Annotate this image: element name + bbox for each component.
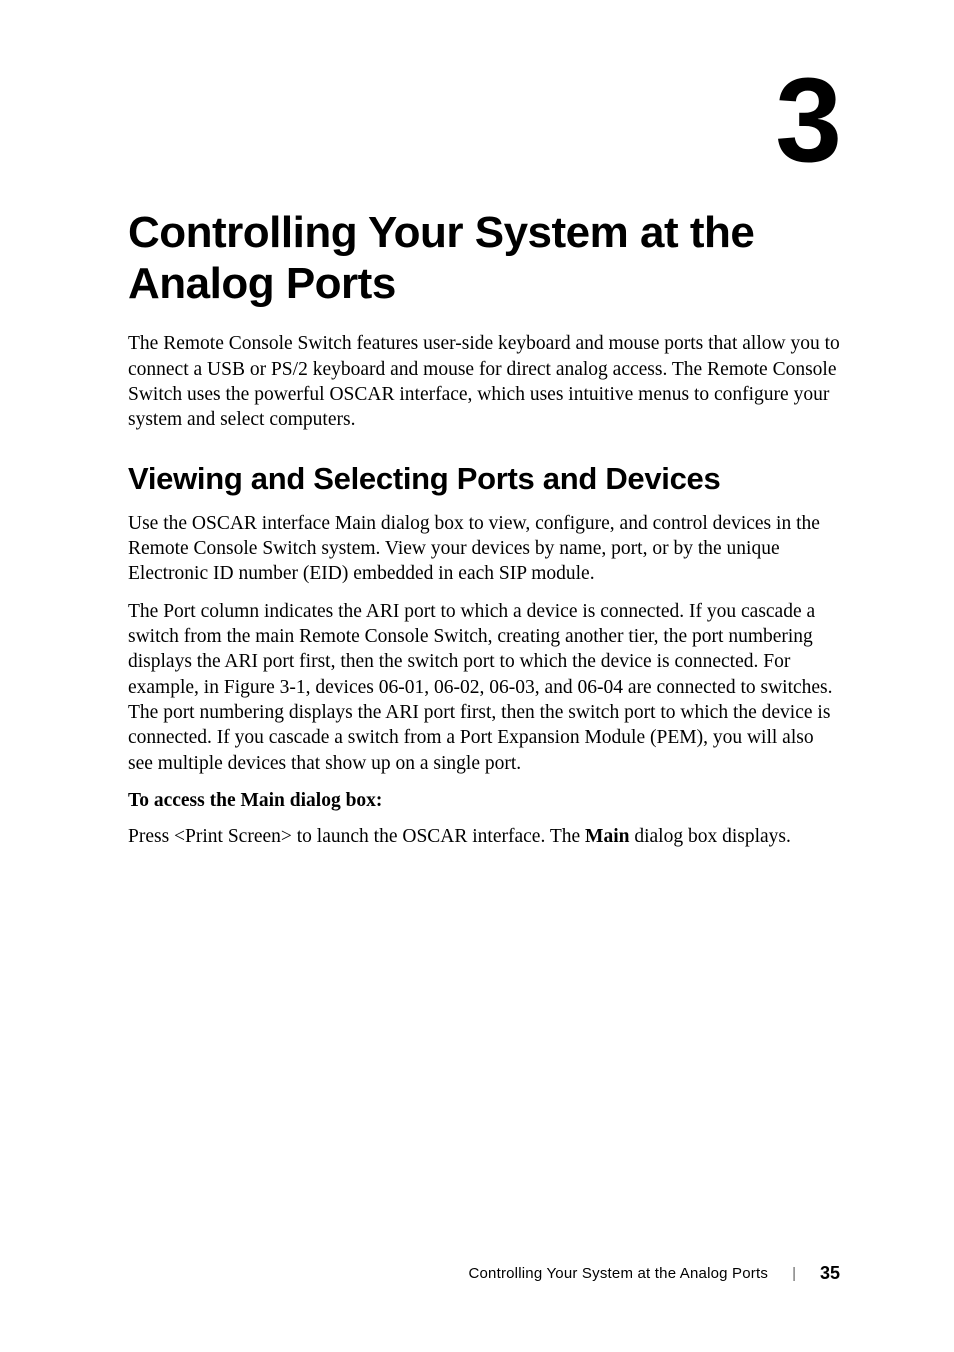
footer-divider: | — [792, 1265, 796, 1282]
section-heading: Viewing and Selecting Ports and Devices — [128, 461, 840, 497]
chapter-intro: The Remote Console Switch features user-… — [128, 331, 840, 432]
chapter-number: 3 — [128, 60, 840, 180]
para3-part-b: dialog box displays. — [629, 826, 790, 847]
footer-page-number: 35 — [820, 1263, 840, 1284]
section-para-1: Use the OSCAR interface Main dialog box … — [128, 511, 840, 587]
section-para-2: The Port column indicates the ARI port t… — [128, 599, 840, 776]
section-para-3: Press <Print Screen> to launch the OSCAR… — [128, 824, 840, 849]
para3-bold: Main — [585, 826, 629, 847]
page-footer: Controlling Your System at the Analog Po… — [468, 1263, 840, 1284]
chapter-title: Controlling Your System at the Analog Po… — [128, 208, 840, 309]
para3-part-a: Press <Print Screen> to launch the OSCAR… — [128, 826, 585, 847]
footer-text: Controlling Your System at the Analog Po… — [468, 1265, 768, 1282]
section-subheading: To access the Main dialog box: — [128, 788, 840, 814]
